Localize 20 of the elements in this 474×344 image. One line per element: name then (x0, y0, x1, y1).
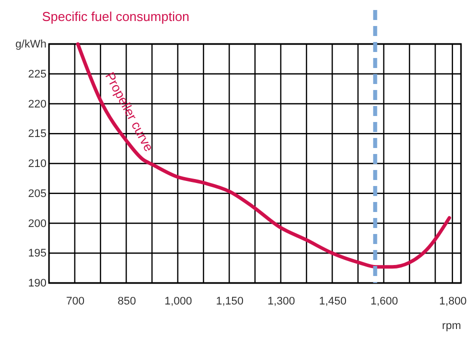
x-tick-label: 1,300 (267, 296, 296, 308)
chart-title: Specific fuel consumption (42, 9, 190, 24)
x-tick-label: 700 (66, 296, 84, 308)
y-tick-label: 220 (28, 98, 46, 110)
y-tick-label: 225 (28, 68, 46, 80)
y-tick-label: 205 (28, 188, 46, 200)
x-axis-title: rpm (442, 320, 461, 332)
x-tick-label: 850 (118, 296, 136, 308)
x-tick-label: 1,150 (216, 296, 244, 308)
x-tick-label: 1,600 (370, 296, 398, 308)
y-tick-label: 195 (28, 248, 46, 260)
line-series (76, 42, 452, 269)
y-tick-label: 210 (28, 158, 46, 170)
y-tick-label: g/kWh (15, 38, 46, 50)
y-tick-label: 215 (28, 128, 46, 140)
y-tick-label: 190 (28, 278, 46, 290)
y-tick-label: 200 (28, 218, 46, 230)
x-tick-label: 1,000 (164, 296, 192, 308)
x-tick-label: 1,450 (318, 296, 347, 308)
x-tick-label: 1,800 (439, 296, 467, 308)
